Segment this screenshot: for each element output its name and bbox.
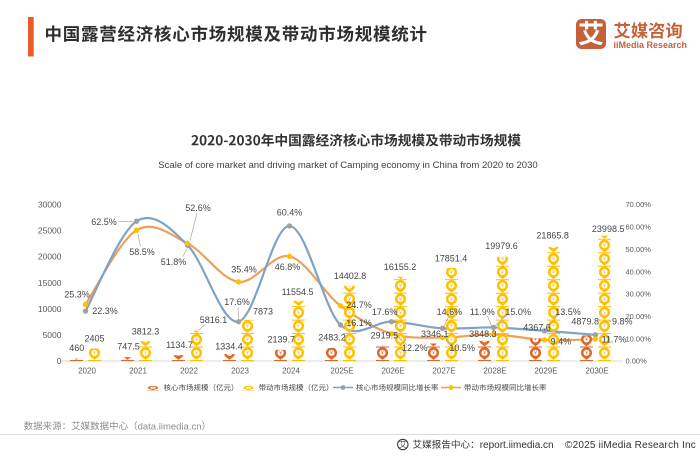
svg-text:15000: 15000 xyxy=(38,278,62,288)
svg-text:report.iimedia.cn: report.iimedia.cn xyxy=(480,440,554,451)
svg-text:2020: 2020 xyxy=(78,367,96,376)
svg-text:24.7%: 24.7% xyxy=(346,300,372,310)
svg-text:19979.6: 19979.6 xyxy=(485,241,518,251)
svg-text:11554.5: 11554.5 xyxy=(282,287,314,297)
svg-text:1134.7: 1134.7 xyxy=(166,340,193,350)
svg-text:2405: 2405 xyxy=(84,334,104,344)
svg-text:52.6%: 52.6% xyxy=(185,203,211,213)
svg-text:3346.1: 3346.1 xyxy=(421,329,449,339)
svg-text:62.5%: 62.5% xyxy=(91,217,117,227)
svg-text:2028E: 2028E xyxy=(483,367,506,376)
svg-text:2139.7: 2139.7 xyxy=(268,334,296,344)
svg-text:51.8%: 51.8% xyxy=(161,257,187,267)
svg-text:50.00%: 50.00% xyxy=(626,245,652,254)
svg-text:12.2%: 12.2% xyxy=(402,343,428,353)
svg-text:2026E: 2026E xyxy=(381,367,404,376)
svg-text:58.5%: 58.5% xyxy=(129,247,155,257)
svg-text:747.5: 747.5 xyxy=(117,342,140,352)
svg-text:30000: 30000 xyxy=(38,200,62,210)
svg-text:3812.3: 3812.3 xyxy=(132,327,160,337)
svg-text:7873: 7873 xyxy=(253,307,273,317)
svg-text:4367.6: 4367.6 xyxy=(523,322,551,332)
svg-text:2483.2: 2483.2 xyxy=(318,333,346,343)
svg-text:1334.4: 1334.4 xyxy=(215,342,243,352)
svg-text:46.8%: 46.8% xyxy=(275,262,301,272)
svg-text:17.6%: 17.6% xyxy=(224,297,250,307)
svg-text:2029E: 2029E xyxy=(534,367,557,376)
svg-text:Scale of core market and drivi: Scale of core market and driving market … xyxy=(158,160,537,171)
svg-text:16.1%: 16.1% xyxy=(346,318,372,328)
svg-text:2030E: 2030E xyxy=(585,367,608,376)
svg-text:25000: 25000 xyxy=(38,226,62,236)
svg-text:20000: 20000 xyxy=(38,252,62,262)
svg-text:9.8%: 9.8% xyxy=(612,316,633,326)
svg-text:17851.4: 17851.4 xyxy=(435,253,468,263)
svg-text:460: 460 xyxy=(69,343,84,353)
svg-text:9.4%: 9.4% xyxy=(551,336,572,346)
svg-text:0.00%: 0.00% xyxy=(626,357,648,366)
svg-text:iiMedia Research: iiMedia Research xyxy=(614,40,688,50)
svg-text:data.iimedia.cn: data.iimedia.cn xyxy=(138,421,202,432)
svg-text:10000: 10000 xyxy=(38,304,62,314)
svg-text:60.00%: 60.00% xyxy=(626,223,652,232)
svg-text:70.00%: 70.00% xyxy=(626,200,652,209)
svg-text:40.00%: 40.00% xyxy=(626,267,652,276)
svg-text:14.6%: 14.6% xyxy=(437,307,463,317)
svg-text:3848.3: 3848.3 xyxy=(469,329,497,339)
svg-text:22.3%: 22.3% xyxy=(92,306,118,316)
svg-text:15.0%: 15.0% xyxy=(505,307,531,317)
svg-text:16155.2: 16155.2 xyxy=(384,262,417,272)
svg-text:10.5%: 10.5% xyxy=(449,343,475,353)
svg-text:2022: 2022 xyxy=(180,367,198,376)
svg-text:10.00%: 10.00% xyxy=(626,334,652,343)
svg-text:11.9%: 11.9% xyxy=(470,307,495,317)
svg-text:25.3%: 25.3% xyxy=(64,290,90,300)
svg-text:2025E: 2025E xyxy=(330,367,353,376)
svg-text:60.4%: 60.4% xyxy=(277,208,303,218)
svg-text:21865.8: 21865.8 xyxy=(536,230,569,240)
svg-text:23998.5: 23998.5 xyxy=(592,224,625,234)
svg-text:2027E: 2027E xyxy=(432,367,455,376)
svg-text:2021: 2021 xyxy=(129,367,147,376)
svg-text:©2025 iiMedia Research Inc: ©2025 iiMedia Research Inc xyxy=(565,440,696,451)
svg-text:5816.1: 5816.1 xyxy=(200,315,228,325)
svg-text:0: 0 xyxy=(57,356,62,366)
svg-text:35.4%: 35.4% xyxy=(231,264,257,274)
svg-text:2919.5: 2919.5 xyxy=(371,331,399,341)
svg-text:11.7%: 11.7% xyxy=(602,335,627,345)
svg-text:4879.8: 4879.8 xyxy=(571,316,599,326)
svg-text:5000: 5000 xyxy=(43,330,62,340)
svg-text:2023: 2023 xyxy=(231,367,249,376)
svg-text:17.6%: 17.6% xyxy=(372,307,398,317)
svg-text:2024: 2024 xyxy=(282,367,300,376)
svg-text:30.00%: 30.00% xyxy=(626,290,652,299)
svg-text:20.00%: 20.00% xyxy=(626,312,652,321)
svg-text:13.5%: 13.5% xyxy=(555,307,581,317)
svg-text:14402.8: 14402.8 xyxy=(334,271,367,281)
